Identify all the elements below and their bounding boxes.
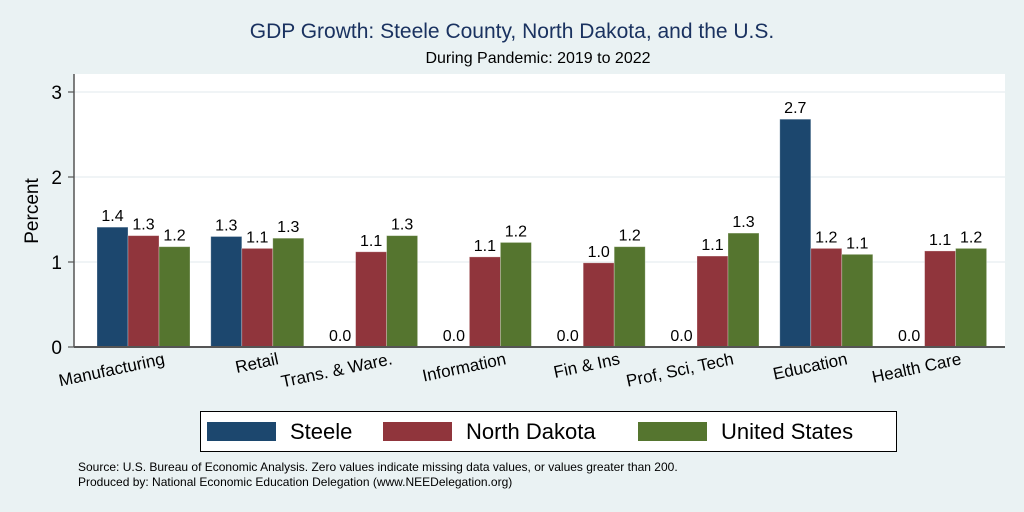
data-label: 0.0 — [329, 328, 351, 345]
data-label: 1.3 — [277, 219, 299, 236]
bar-north-dakota — [241, 247, 274, 348]
legend-item-north-dakota: North Dakota — [383, 412, 596, 451]
bar-united-states — [499, 242, 532, 348]
data-label: 2.7 — [784, 100, 806, 117]
x-tick-label: Trans. & Ware. — [279, 349, 394, 391]
legend-swatch-united-states — [638, 422, 707, 441]
bar-united-states — [727, 232, 760, 348]
bar-united-states — [841, 253, 874, 348]
bar-north-dakota — [468, 256, 501, 348]
x-tick-label: Information — [421, 349, 508, 385]
legend-label-steele: Steele — [290, 418, 353, 444]
bar-north-dakota — [355, 251, 388, 348]
legend-item-united-states: United States — [638, 412, 853, 451]
x-tick-label: Manufacturing — [57, 349, 166, 390]
legend-swatch-north-dakota — [383, 422, 452, 441]
source-note: Source: U.S. Bureau of Economic Analysis… — [78, 460, 678, 474]
data-label: 0.0 — [670, 328, 692, 345]
bar-united-states — [955, 247, 987, 348]
data-label: 0.0 — [557, 328, 579, 345]
data-label: 0.0 — [898, 328, 920, 345]
y-axis-label: Percent — [22, 178, 43, 244]
y-tick-label: 0 — [51, 338, 62, 359]
bar-steele — [210, 236, 243, 348]
bar-united-states — [386, 235, 419, 348]
data-label: 1.3 — [391, 217, 413, 234]
data-label: 1.4 — [101, 208, 123, 225]
data-label: 1.2 — [505, 223, 527, 240]
x-tick-label: Education — [771, 349, 849, 383]
data-label: 1.2 — [619, 228, 641, 245]
x-tick-label: Prof, Sci, Tech — [624, 349, 735, 390]
chart-title: GDP Growth: Steele County, North Dakota,… — [249, 20, 775, 43]
data-label: 0.0 — [443, 328, 465, 345]
y-tick-label: 2 — [51, 168, 62, 189]
bar-united-states — [158, 246, 191, 348]
legend-label-united-states: United States — [721, 418, 854, 444]
bar-steele — [96, 226, 129, 348]
data-label: 1.2 — [163, 228, 185, 245]
bar-north-dakota — [810, 247, 843, 348]
data-label: 1.1 — [474, 238, 496, 255]
bar-north-dakota — [127, 235, 160, 348]
data-label: 1.1 — [846, 235, 868, 252]
bar-north-dakota — [924, 250, 956, 348]
y-tick-label: 3 — [51, 83, 62, 104]
data-label: 1.1 — [246, 229, 268, 246]
x-tick-label: Fin & Ins — [552, 349, 622, 382]
bar-steele — [779, 118, 812, 348]
legend: Steele North Dakota United States — [200, 411, 897, 452]
legend-label-north-dakota: North Dakota — [466, 418, 596, 444]
bar-united-states — [272, 237, 305, 348]
bar-north-dakota — [582, 262, 615, 348]
x-tick-label: Retail — [234, 349, 280, 377]
legend-swatch-steele — [207, 422, 276, 441]
y-tick-label: 1 — [51, 253, 62, 274]
data-label: 1.3 — [215, 218, 237, 235]
bar-united-states — [613, 246, 646, 348]
data-label: 1.2 — [815, 229, 837, 246]
x-tick-label: Health Care — [870, 349, 963, 386]
data-label: 1.1 — [929, 232, 951, 249]
data-label: 1.0 — [588, 244, 610, 261]
bar-north-dakota — [696, 255, 729, 348]
data-label: 1.3 — [732, 214, 754, 231]
data-label: 1.3 — [132, 217, 154, 234]
data-label: 1.1 — [701, 237, 723, 254]
data-label: 1.2 — [960, 229, 982, 246]
produced-by-note: Produced by: National Economic Education… — [78, 475, 513, 489]
legend-item-steele: Steele — [207, 412, 352, 451]
data-label: 1.1 — [360, 233, 382, 250]
chart-subtitle: During Pandemic: 2019 to 2022 — [425, 50, 651, 67]
